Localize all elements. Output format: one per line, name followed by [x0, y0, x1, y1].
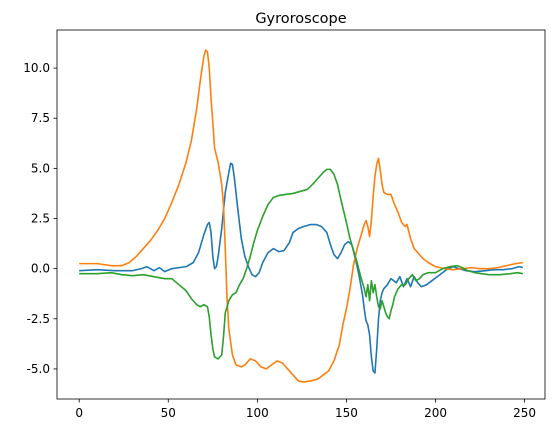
y-tick-label: 5.0 — [31, 161, 50, 175]
axes-layer — [56, 29, 546, 400]
series-line-2 — [79, 49, 523, 383]
y-tick-label: 7.5 — [31, 111, 50, 125]
x-tick-label: 0 — [75, 406, 83, 420]
x-tick-label: 100 — [246, 406, 269, 420]
series-layer — [79, 49, 524, 383]
x-tick-label: 150 — [335, 406, 358, 420]
y-tick-label: -5.0 — [27, 362, 50, 376]
x-tick-label: 200 — [424, 406, 447, 420]
x-axis-ticks: 0 50 100 150 200 250 — [75, 399, 536, 420]
chart-title: Gyroroscope — [255, 11, 346, 27]
series-line-3 — [79, 168, 523, 360]
plot-frame — [56, 29, 546, 400]
y-tick-label: 0.0 — [31, 262, 50, 276]
y-tick-label: 2.5 — [31, 212, 50, 226]
y-tick-label: 10.0 — [23, 61, 50, 75]
x-tick-label: 250 — [513, 406, 536, 420]
x-tick-label: 50 — [161, 406, 176, 420]
series-line-1 — [79, 162, 524, 374]
y-axis-ticks: -5.0 -2.5 0.0 2.5 5.0 7.5 10.0 — [23, 61, 57, 376]
y-tick-label: -2.5 — [27, 312, 50, 326]
